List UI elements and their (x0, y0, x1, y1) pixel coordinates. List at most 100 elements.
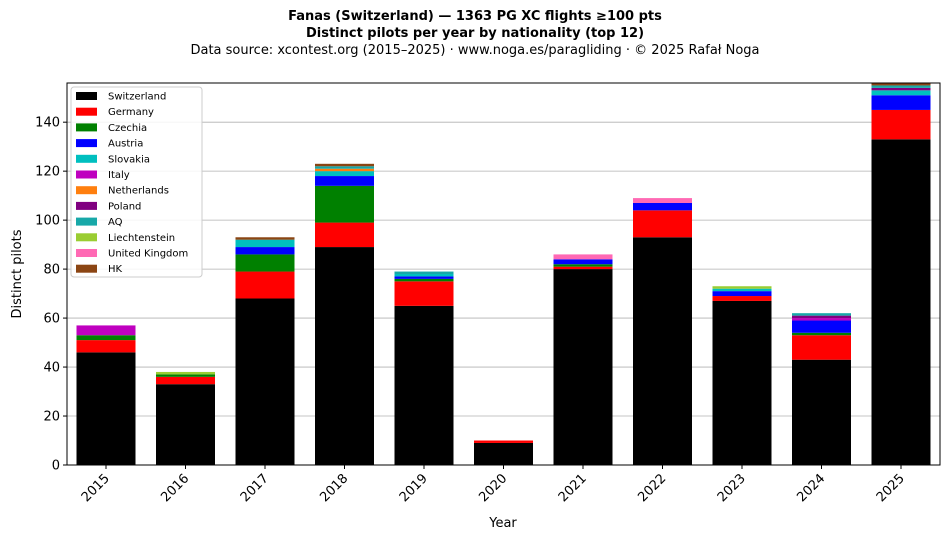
bar-segment-2018-germany (315, 222, 374, 248)
y-tick-label: 0 (52, 459, 60, 474)
bar-segment-2024-austria (792, 320, 851, 333)
bar-segment-2016-switzerland (156, 384, 215, 465)
legend-swatch-hk (76, 264, 97, 273)
bar-segment-2018-czechia (315, 185, 374, 223)
bar-segment-2021-germany (553, 266, 613, 270)
y-tick-label: 20 (43, 410, 60, 425)
x-tick-label: 2024 (794, 471, 828, 505)
legend-label-hk: HK (108, 264, 123, 275)
title-block: Fanas (Switzerland) — 1363 PG XC flights… (0, 8, 950, 59)
bar-segment-2021-austria (553, 259, 613, 265)
chart-title: Fanas (Switzerland) — 1363 PG XC flights… (288, 9, 662, 24)
x-tick-label: 2023 (715, 471, 749, 505)
legend-swatch-liechtenstein (76, 233, 97, 242)
bar-segment-2023-germany (712, 296, 772, 301)
bar-segment-2015-czechia (76, 335, 136, 341)
chart-source: Data source: xcontest.org (2015–2025) · … (190, 43, 760, 58)
bar-segment-2015-germany (76, 340, 136, 353)
legend-label-austria: Austria (108, 139, 143, 150)
bar-segment-2021-united-kingdom (553, 254, 613, 260)
bar-segment-2019-aq (394, 271, 454, 274)
bar-segment-2024-czechia (792, 332, 851, 336)
legend-label-poland: Poland (108, 201, 141, 212)
bar-segment-2018-aq (315, 166, 374, 169)
bar-segment-2019-austria (394, 276, 454, 279)
legend-label-aq: AQ (108, 217, 123, 228)
x-tick-label: 2020 (476, 471, 510, 505)
bar-segment-2024-italy (792, 318, 851, 321)
bar-segment-2017-austria (235, 247, 295, 255)
y-axis-label: Distinct pilots (10, 229, 25, 318)
bar-segment-2021-switzerland (553, 269, 613, 465)
bar-segment-2018-slovakia (315, 171, 374, 177)
bar-segment-2015-italy (76, 325, 136, 336)
legend-swatch-netherlands (76, 186, 97, 195)
bar-segment-2018-switzerland (315, 247, 374, 465)
bar-segment-2024-switzerland (792, 359, 851, 465)
bar-segment-2024-aq (792, 313, 851, 316)
bar-segment-2025-poland (871, 87, 931, 91)
bar-segment-2017-germany (235, 271, 295, 299)
bar-segment-2016-germany (156, 376, 215, 385)
y-tick-label: 100 (35, 214, 60, 229)
bar-segment-2025-aq (871, 85, 931, 88)
legend-swatch-switzerland (76, 92, 97, 100)
legend-swatch-slovakia (76, 154, 97, 163)
bar-segment-2016-czechia (156, 374, 215, 377)
x-tick-label: 2022 (635, 471, 669, 505)
bar-segment-2019-switzerland (394, 305, 454, 465)
x-tick-label: 2018 (317, 471, 351, 505)
bar-segment-2018-netherlands (315, 168, 374, 172)
bar-segment-2021-czechia (553, 264, 613, 267)
bar-segment-2016-liechtenstein (156, 371, 215, 375)
bar-segment-2025-austria (871, 95, 931, 110)
chart-subtitle: Distinct pilots per year by nationality … (305, 26, 645, 41)
bar-segment-2024-germany (792, 335, 851, 360)
y-tick-label: 80 (43, 263, 60, 278)
x-axis-label: Year (488, 516, 517, 531)
bar-segment-2023-switzerland (712, 300, 772, 465)
y-tick-label: 120 (35, 165, 60, 180)
bar-segment-2023-austria (712, 291, 772, 297)
legend-swatch-italy (76, 170, 97, 179)
legend-label-germany: Germany (108, 107, 154, 118)
bar-segment-2023-liechtenstein (712, 286, 772, 289)
bar-segment-2015-switzerland (76, 352, 136, 465)
bar-segment-2019-czechia (394, 278, 454, 282)
bars (76, 83, 931, 466)
legend: Switzerland Germany Czechia Austria Slovakia… (70, 86, 203, 278)
y-tick-label: 140 (35, 116, 60, 131)
legend-label-italy: Italy (108, 170, 130, 181)
bar-segment-2025-hk (871, 83, 931, 86)
x-tick-label: 2025 (874, 471, 908, 505)
bar-segment-2017-czechia (235, 254, 295, 272)
x-tick-label: 2021 (556, 471, 590, 505)
legend-swatch-czechia (76, 123, 97, 132)
legend-swatch-austria (76, 139, 97, 148)
bar-segment-2024-poland (792, 315, 851, 319)
legend-swatch-germany (76, 107, 97, 116)
bar-segment-2017-switzerland (235, 298, 295, 465)
bar-segment-2022-austria (633, 202, 692, 211)
legend-swatch-united-kingdom (76, 249, 97, 257)
bar-segment-2017-slovakia (235, 239, 295, 248)
bar-segment-2019-slovakia (394, 274, 454, 277)
bar-segment-2025-slovakia (871, 90, 931, 96)
legend-box (70, 86, 203, 278)
legend-swatch-poland (76, 201, 97, 210)
bar-segment-2022-united-kingdom (633, 198, 692, 203)
legend-label-netherlands: Netherlands (108, 186, 169, 197)
bar-segment-2018-austria (315, 176, 374, 186)
bar-segment-2018-hk (315, 163, 374, 167)
legend-label-liechtenstein: Liechtenstein (108, 233, 175, 244)
x-tick-label: 2019 (397, 471, 431, 505)
bar-segment-2020-germany (474, 440, 533, 443)
x-tick-label: 2017 (238, 471, 272, 505)
x-tick-label: 2015 (79, 471, 113, 505)
y-tick-label: 40 (43, 361, 60, 376)
bar-segment-2022-germany (633, 210, 692, 238)
bar-segment-2022-switzerland (633, 237, 692, 465)
legend-swatch-aq (76, 217, 97, 226)
y-tick-label: 60 (43, 312, 60, 327)
